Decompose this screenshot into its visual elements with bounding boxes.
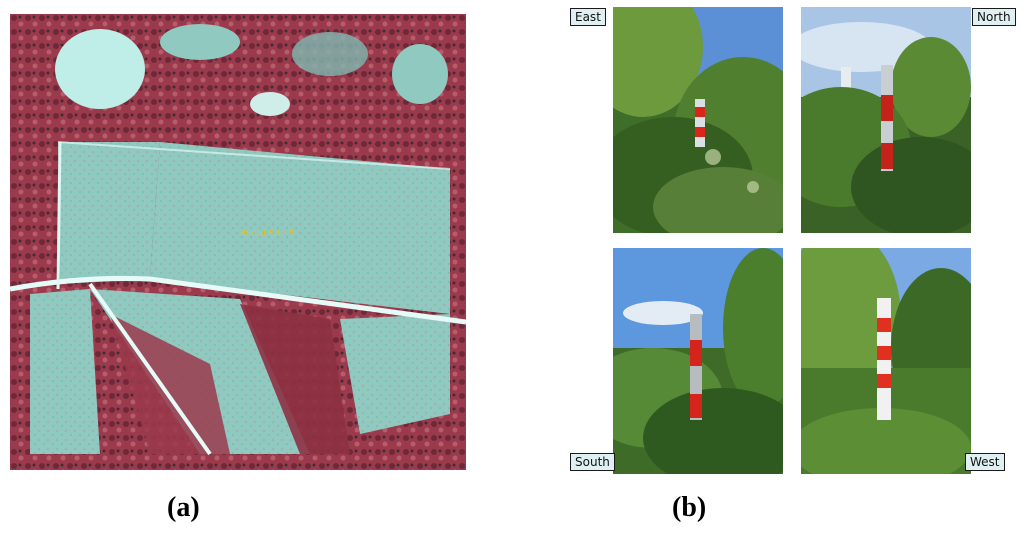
label-south: South bbox=[570, 453, 615, 471]
photo-south bbox=[613, 248, 783, 474]
label-east: East bbox=[570, 8, 606, 26]
caption-b: (b) bbox=[672, 492, 707, 523]
aerial-image: Portal Site 9 bbox=[10, 14, 466, 470]
photo-west bbox=[801, 248, 971, 474]
photo-north bbox=[801, 7, 971, 233]
label-west: West bbox=[965, 453, 1005, 471]
aerial-site-label: Portal Site 9 bbox=[240, 229, 295, 239]
photo-east bbox=[613, 7, 783, 233]
caption-a: (a) bbox=[167, 492, 200, 523]
label-north: North bbox=[972, 8, 1016, 26]
